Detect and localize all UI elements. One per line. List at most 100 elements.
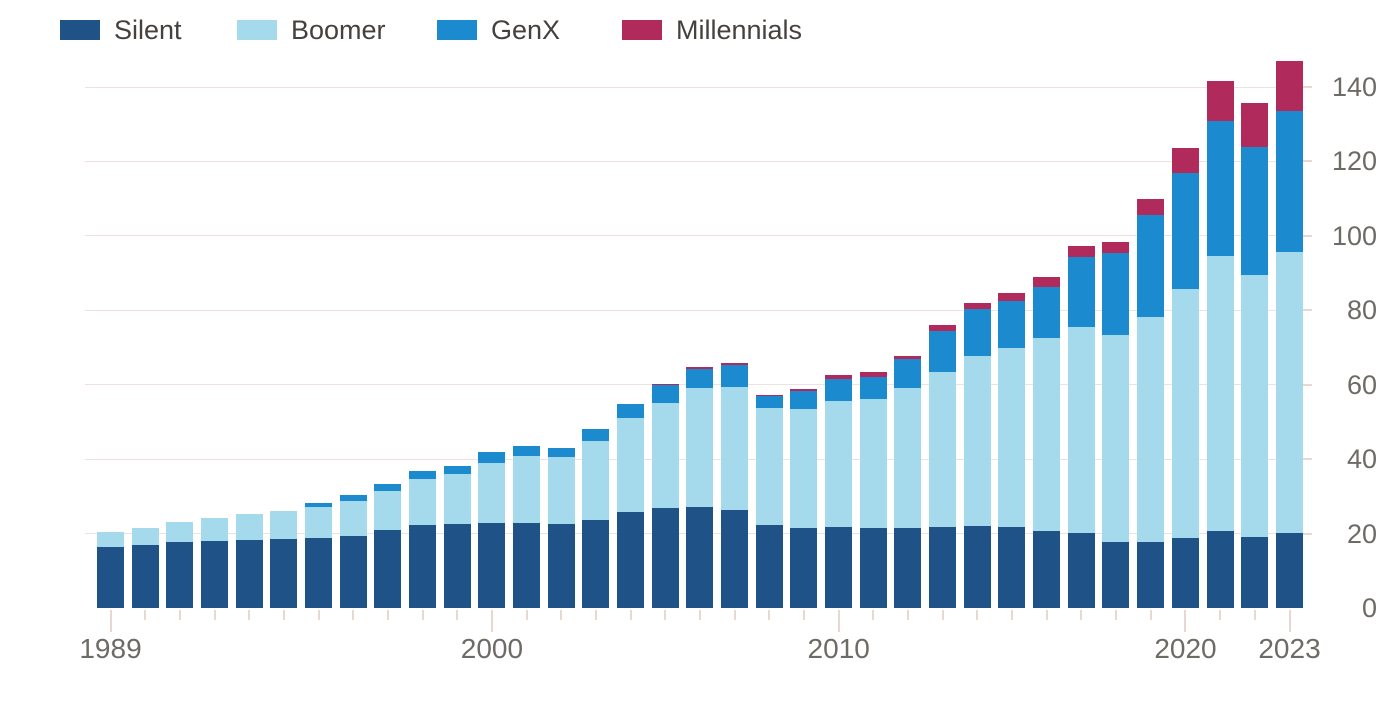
x-axis-tick-1997 (386, 610, 389, 620)
bar-1993 (235, 513, 263, 608)
bar-segment-silent-1993 (235, 539, 263, 608)
bar-segment-silent-2012 (894, 527, 922, 608)
y-axis-tick-60 (1301, 383, 1312, 386)
x-axis-tick-2010 (837, 610, 840, 632)
bar-segment-boomer-1991 (166, 522, 194, 543)
bar-segment-boomer-2014 (963, 356, 991, 526)
x-axis-label-2023: 2023 (1258, 633, 1321, 664)
y-axis-tick-20 (1301, 532, 1312, 535)
bar-segment-boomer-1998 (409, 479, 437, 525)
bar-segment-genx-1995 (305, 502, 333, 508)
bar-1998 (409, 471, 437, 608)
bar-2020 (1171, 147, 1199, 608)
bar-1996 (339, 495, 367, 608)
bar-segment-millennials-2009 (790, 389, 818, 391)
bar-2023 (1275, 61, 1303, 608)
legend-item-silent: Silent (60, 16, 182, 44)
bar-segment-genx-2005 (651, 384, 679, 404)
bar-1997 (374, 484, 402, 608)
bar-2021 (1206, 80, 1234, 608)
bars-group (97, 0, 1303, 608)
bar-segment-millennials-2011 (859, 372, 887, 377)
bar-segment-silent-1990 (131, 544, 159, 608)
x-axis-tick-2017 (1080, 610, 1083, 620)
bar-segment-boomer-1989 (97, 531, 124, 547)
x-axis-tick-1998 (421, 610, 424, 620)
bar-segment-silent-1998 (409, 525, 437, 608)
legend-label-genx: GenX (491, 15, 561, 45)
bar-1989 (97, 531, 124, 608)
bar-2011 (859, 372, 887, 608)
bar-segment-millennials-2023 (1275, 61, 1303, 111)
bar-2004 (617, 404, 645, 608)
bar-segment-boomer-2015 (998, 348, 1026, 527)
bar-segment-silent-2005 (651, 508, 679, 608)
legend-label-millennials: Millennials (676, 15, 803, 45)
bar-segment-silent-2007 (721, 510, 749, 608)
bar-segment-millennials-2019 (1137, 198, 1165, 216)
x-axis-tick-1992 (213, 610, 216, 620)
bar-segment-boomer-2011 (859, 398, 887, 529)
x-axis-tick-2021 (1219, 610, 1222, 620)
bar-segment-silent-2009 (790, 528, 818, 608)
y-axis-label-60: 60 (1346, 369, 1377, 400)
bar-segment-boomer-2013 (929, 372, 957, 527)
bar-2019 (1137, 198, 1165, 608)
bar-segment-millennials-2010 (825, 375, 853, 380)
x-axis-tick-2007 (733, 610, 736, 620)
bar-segment-silent-2011 (859, 528, 887, 608)
bar-segment-genx-2000 (478, 452, 506, 463)
bar-2015 (998, 292, 1026, 608)
x-axis-tick-1996 (352, 610, 355, 620)
bar-segment-silent-1994 (270, 539, 298, 608)
x-axis-tick-2015 (1011, 610, 1014, 620)
bar-segment-millennials-2008 (755, 394, 783, 396)
x-axis-tick-2001 (525, 610, 528, 620)
y-axis-tick-120 (1301, 160, 1312, 163)
gridline-140 (85, 86, 1310, 88)
legend-swatch-millennials (622, 20, 662, 40)
x-axis-tick-2014 (976, 610, 979, 620)
bar-segment-millennials-2006 (686, 367, 714, 369)
bar-segment-genx-2009 (790, 390, 818, 410)
legend-swatch-genx (437, 20, 477, 40)
bar-segment-boomer-2004 (617, 418, 645, 513)
bar-segment-boomer-1995 (305, 507, 333, 538)
y-axis-label-40: 40 (1346, 444, 1377, 475)
x-axis-tick-2004 (629, 610, 632, 620)
bar-segment-millennials-2020 (1171, 147, 1199, 174)
x-axis-label-2000: 2000 (460, 633, 524, 664)
bar-segment-genx-2014 (963, 309, 991, 357)
bar-segment-millennials-2018 (1102, 242, 1130, 253)
bar-segment-silent-2008 (755, 525, 783, 608)
bar-segment-genx-2013 (929, 330, 957, 373)
x-axis-tick-1995 (317, 610, 320, 620)
bar-segment-boomer-2019 (1137, 316, 1165, 543)
bar-1995 (305, 502, 333, 608)
bar-segment-silent-1989 (97, 546, 124, 608)
bar-segment-silent-2010 (825, 527, 853, 608)
bar-segment-silent-1992 (201, 541, 229, 608)
bar-2022 (1241, 102, 1269, 608)
bar-2014 (963, 302, 991, 608)
legend-item-genx: GenX (437, 16, 560, 44)
bar-segment-millennials-2017 (1067, 246, 1095, 257)
bar-1992 (201, 518, 229, 608)
bar-2008 (755, 394, 783, 608)
bar-segment-boomer-2000 (478, 462, 506, 524)
x-axis-tick-2002 (560, 610, 563, 620)
bar-segment-genx-2022 (1241, 146, 1269, 275)
legend-swatch-boomer (237, 20, 277, 40)
legend-item-millennials: Millennials (622, 16, 802, 44)
bar-segment-boomer-2009 (790, 409, 818, 529)
bar-segment-boomer-2022 (1241, 274, 1269, 537)
x-axis-tick-1993 (248, 610, 251, 620)
bar-segment-genx-2007 (721, 364, 749, 387)
x-axis-tick-2020 (1184, 610, 1187, 632)
bar-segment-boomer-2002 (547, 456, 575, 525)
y-axis-label-0: 0 (1361, 593, 1377, 623)
bar-segment-genx-2017 (1067, 256, 1095, 327)
y-axis-label-80: 80 (1346, 295, 1377, 326)
bar-segment-boomer-2010 (825, 401, 853, 528)
